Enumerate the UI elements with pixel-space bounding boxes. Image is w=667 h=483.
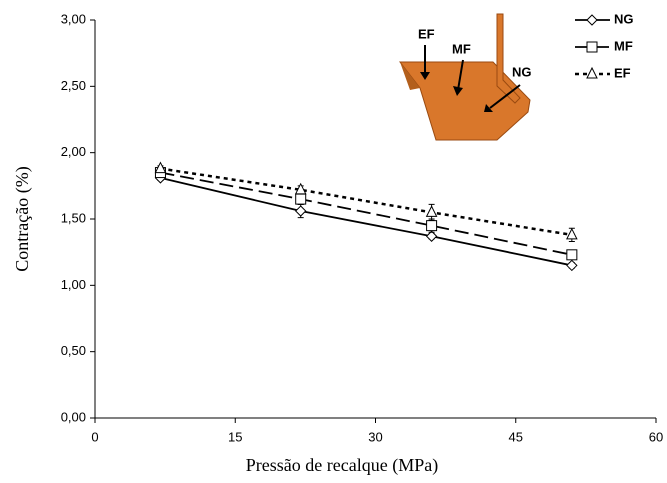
legend-marker [586,66,598,79]
arrowhead [420,72,430,80]
plate [398,61,531,141]
series-line [160,176,573,267]
arrowhead [484,104,493,112]
marker [566,249,578,261]
marker [294,182,307,195]
x-tick-label: 60 [649,429,663,444]
y-axis-label: Contração (%) [12,166,33,271]
arrowhead [453,86,463,96]
x-tick-label: 30 [368,429,382,444]
series-line [160,167,573,237]
marker [426,220,438,232]
y-tick-label: 0,00 [61,409,86,424]
x-tick-label: 45 [509,429,523,444]
x-tick-label: 0 [91,429,98,444]
arrow [489,84,521,109]
marker [425,205,438,217]
marker [294,205,307,217]
y-tick-label: 1,00 [61,277,86,292]
legend-label: EF [614,65,631,80]
tab [496,13,521,104]
marker [425,230,438,242]
edge [400,62,420,90]
marker [295,193,307,205]
legend-marker [586,41,598,53]
series-line [160,171,573,256]
y-tick-label: 1,50 [61,210,86,225]
y-tick-label: 3,00 [61,11,86,26]
y-tick-label: 2,50 [61,78,86,93]
inset-illustration: EF MF NG [398,13,532,141]
annotation: NG [512,64,532,79]
annotation: MF [452,41,471,56]
arrow [457,59,464,91]
legend-marker [586,14,598,26]
marker [154,161,167,174]
y-tick-label: 0,50 [61,343,86,358]
x-tick-label: 15 [228,429,242,444]
legend-label: MF [614,38,633,53]
marker [566,259,578,272]
legend-label: NG [614,11,634,26]
annotation: EF [418,26,435,41]
x-axis-label: Pressão de recalque (MPa) [246,455,438,476]
marker [566,227,578,240]
y-tick-label: 2,00 [61,144,86,159]
